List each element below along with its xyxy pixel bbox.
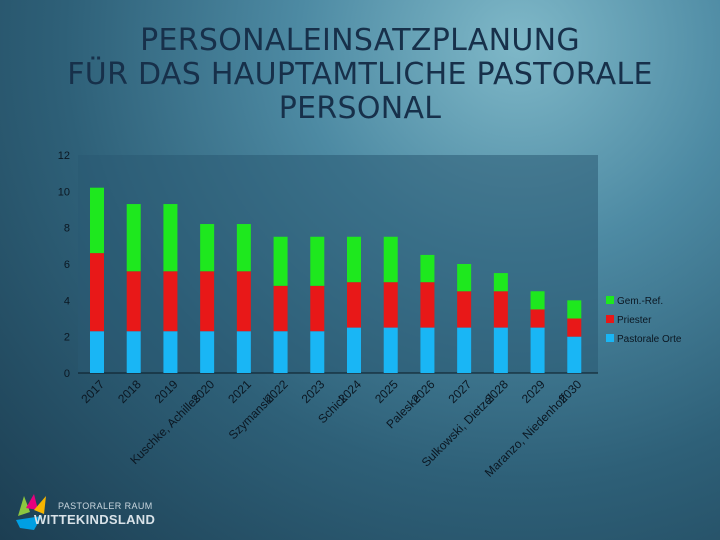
legend-swatch-gem-ref	[606, 296, 614, 304]
bar-priester-2019	[163, 271, 178, 332]
bar-pastorale-orte-2025	[383, 327, 398, 373]
bar-pastorale-orte-2019	[163, 331, 178, 373]
bar-gem-ref-2019	[163, 204, 178, 272]
bar-priester-2027	[457, 291, 472, 328]
bar-pastorale-orte-2030	[567, 336, 582, 373]
bar-gem-ref-2026	[420, 254, 435, 283]
bar-priester-2022	[273, 285, 288, 332]
bar-gem-ref-2028	[493, 273, 508, 292]
legend-label-gem-ref: Gem.-Ref.	[617, 296, 663, 307]
bar-pastorale-orte-2022	[273, 331, 288, 373]
bar-pastorale-orte-2020	[200, 331, 215, 373]
y-tick-label: 6	[64, 259, 70, 271]
plot-area	[78, 155, 598, 373]
bar-gem-ref-2022	[273, 236, 288, 286]
legend-label-pastorale-orte: Pastorale Orte	[617, 334, 682, 345]
bar-pastorale-orte-2028	[493, 327, 508, 373]
logo-line-1: PASTORALER RAUM	[58, 501, 153, 511]
bar-priester-2017	[90, 253, 104, 332]
title-line-3: PERSONAL	[278, 91, 442, 126]
bar-gem-ref-2029	[530, 291, 545, 310]
bar-pastorale-orte-2017	[90, 331, 104, 373]
bar-gem-ref-2017	[90, 187, 104, 254]
bar-priester-2028	[493, 291, 508, 328]
bar-priester-2023	[310, 285, 325, 332]
x-tick-label-2018: 2018	[115, 377, 144, 406]
bar-gem-ref-2021	[236, 224, 251, 272]
bar-priester-2026	[420, 282, 435, 328]
bar-gem-ref-2018	[126, 204, 141, 272]
bar-gem-ref-2027	[457, 264, 472, 292]
bar-priester-2025	[383, 282, 398, 328]
legend-swatch-priester	[606, 315, 614, 323]
logo-mark-icon	[16, 494, 46, 530]
x-tick-label-2029: 2029	[519, 377, 548, 406]
y-tick-label: 2	[64, 332, 70, 344]
y-tick-label: 4	[64, 295, 70, 307]
y-tick-label: 0	[64, 368, 70, 380]
bar-gem-ref-2024	[347, 236, 361, 283]
bar-priester-2030	[567, 318, 582, 337]
logo: PASTORALER RAUM WITTEKINDSLAND	[12, 490, 182, 532]
bar-priester-2020	[200, 271, 215, 332]
bar-pastorale-orte-2023	[310, 331, 325, 373]
x-tick-label-2021: 2021	[225, 377, 254, 406]
bar-pastorale-orte-2029	[530, 327, 545, 373]
y-tick-label: 8	[64, 223, 70, 235]
bar-pastorale-orte-2024	[347, 327, 361, 373]
logo-line-2: WITTEKINDSLAND	[34, 512, 156, 527]
y-tick-label: 10	[58, 186, 70, 198]
bar-gem-ref-2020	[200, 224, 215, 272]
bar-priester-2021	[236, 271, 251, 332]
x-tick-label-2027: 2027	[445, 377, 474, 406]
bar-gem-ref-2025	[383, 236, 398, 283]
x-tick-label-2019: 2019	[152, 377, 181, 406]
y-tick-label: 12	[58, 150, 70, 162]
x-tick-label-2025: 2025	[372, 377, 401, 406]
x-tick-label-2023: 2023	[299, 377, 328, 406]
x-tick-label-2017: 2017	[78, 377, 107, 406]
bar-pastorale-orte-2018	[126, 331, 141, 373]
bar-priester-2024	[347, 282, 361, 328]
title-line-2: FÜR DAS HAUPTAMTLICHE PASTORALE	[67, 57, 653, 92]
bar-pastorale-orte-2021	[236, 331, 251, 373]
bar-pastorale-orte-2027	[457, 327, 472, 373]
legend-label-priester: Priester	[617, 315, 652, 326]
bar-priester-2029	[530, 309, 545, 328]
bar-priester-2018	[126, 271, 141, 332]
x-category-note-2020: Kuschke, Achilles	[127, 391, 203, 467]
bar-pastorale-orte-2026	[420, 327, 435, 373]
title-line-1: PERSONALEINSATZPLANUNG	[140, 23, 580, 58]
bar-gem-ref-2030	[567, 300, 582, 319]
bar-gem-ref-2023	[310, 236, 325, 286]
page-title: PERSONALEINSATZPLANUNG FÜR DAS HAUPTAMTL…	[20, 24, 700, 126]
legend-swatch-pastorale-orte	[606, 334, 614, 342]
